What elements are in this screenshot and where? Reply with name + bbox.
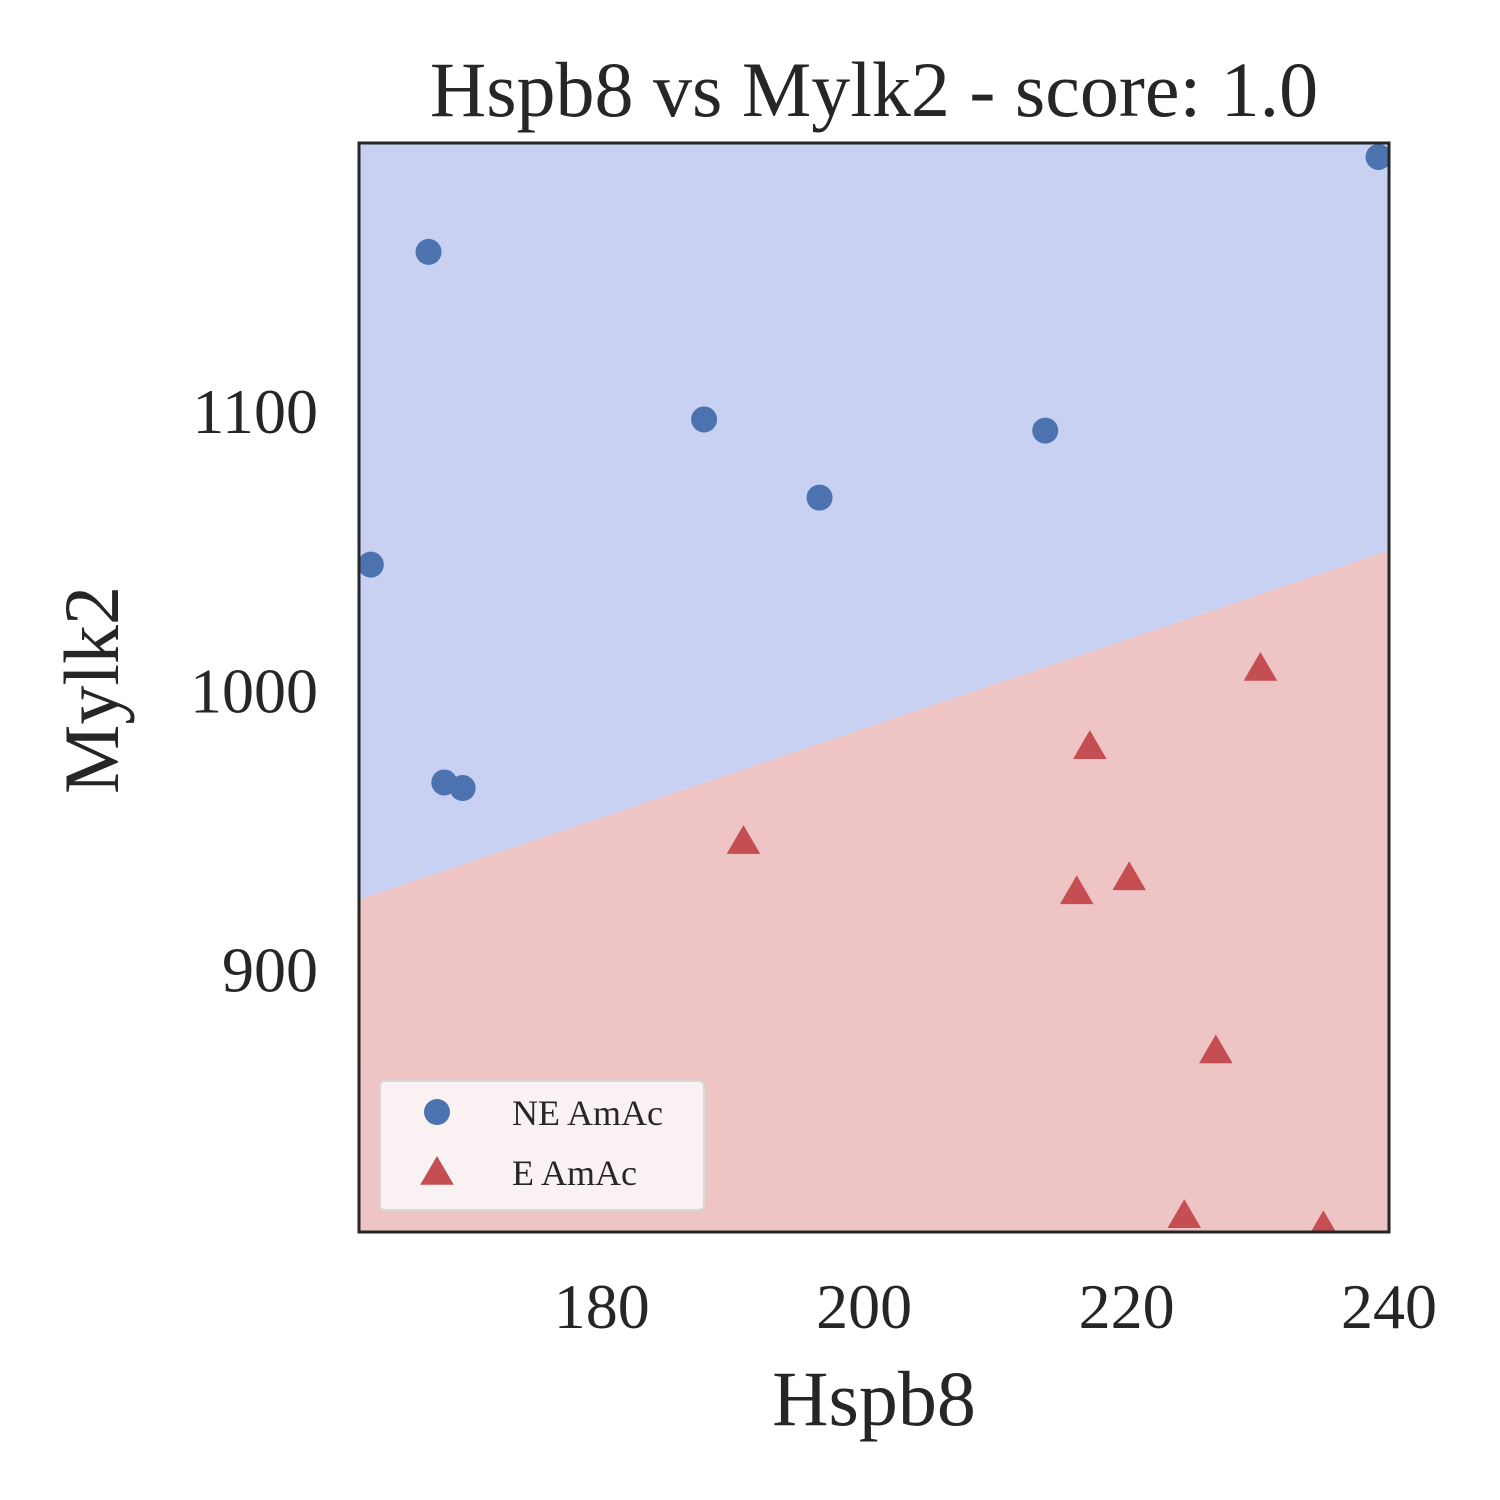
y-axis-ticks: 900 1000 1100: [190, 376, 318, 1005]
legend-label-e: E AmAc: [512, 1153, 637, 1193]
marker-e-3: [1059, 875, 1094, 905]
decision-region-ne: [359, 143, 1389, 900]
y-tick-label-0: 900: [222, 935, 318, 1006]
plot-frame: [357, 141, 1391, 1234]
data-markers: [359, 143, 1389, 1232]
marker-e-1: [1073, 730, 1107, 759]
marker-e-6: [1167, 1199, 1202, 1229]
x-tick-label-1: 200: [816, 1271, 912, 1342]
marker-ne-2: [691, 406, 718, 433]
legend-label-ne: NE AmAc: [512, 1093, 663, 1133]
decision-region-e: [359, 550, 1389, 1232]
marker-ne-0: [1365, 143, 1389, 170]
x-tick-label-2: 220: [1079, 1271, 1175, 1342]
marker-e-5: [1199, 1034, 1233, 1064]
y-axis-label: Mylk2: [48, 586, 135, 794]
x-tick-label-0: 180: [554, 1271, 650, 1342]
marker-ne-3: [1032, 417, 1059, 444]
legend-marker-ne: [424, 1099, 450, 1125]
x-axis-ticks: 180 200 220 240: [554, 1271, 1437, 1342]
y-tick-label-1: 1000: [190, 655, 318, 726]
legend-marker-e: [420, 1156, 454, 1185]
x-tick-label-3: 240: [1341, 1271, 1437, 1342]
plot-area: [359, 143, 1389, 1232]
marker-ne-5: [359, 551, 384, 578]
marker-ne-1: [415, 238, 442, 265]
chart-title: Hspb8 vs Mylk2 - score: 1.0: [430, 46, 1318, 133]
legend-box: [379, 1080, 705, 1211]
y-tick-label-2: 1100: [192, 376, 318, 447]
marker-e-4: [1112, 861, 1147, 891]
legend: NE AmAc E AmAc: [379, 1080, 705, 1211]
x-axis-label: Hspb8: [772, 1355, 976, 1442]
marker-e-0: [1243, 651, 1278, 681]
marker-e-7: [1310, 1210, 1336, 1232]
marker-ne-7: [449, 775, 476, 802]
marker-e-2: [726, 825, 761, 854]
marker-ne-4: [806, 484, 833, 511]
